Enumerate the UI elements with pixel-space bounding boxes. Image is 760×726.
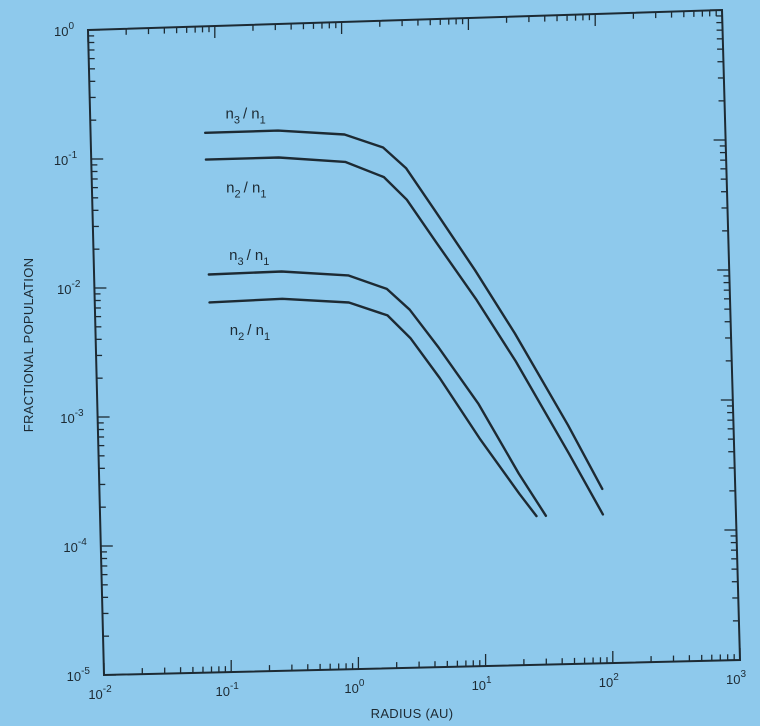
series-line-1 (204, 129, 604, 491)
y-tick-label: 10-1 (54, 150, 78, 168)
x-tick-label: 102 (599, 672, 619, 690)
series-line-3 (207, 270, 548, 517)
y-tick-label: 10-3 (60, 408, 84, 426)
x-tick-label: 100 (344, 678, 364, 696)
series-label-3: n3/ n1 (229, 247, 269, 268)
x-tick-label: 10-1 (216, 681, 240, 699)
data-series (204, 129, 605, 518)
y-tick-label: 100 (54, 21, 74, 39)
x-tick-label: 101 (472, 675, 492, 693)
series-labels: n3/ n1 n2/ n1 n3/ n1 n2/ n1 (226, 105, 271, 343)
series-label-1: n3/ n1 (226, 105, 266, 126)
axis-ticks (87, 9, 741, 676)
y-tick-label: 10-2 (57, 279, 81, 297)
axis-tick-labels: 10-2 10-1 100 101 102 103 100 10-1 10-2 10-3 10-4 1… (54, 21, 747, 702)
x-tick-label: 103 (726, 669, 746, 687)
y-axis-label: FRACTIONAL POPULATION (21, 258, 36, 433)
series-label-2: n2/ n1 (226, 179, 266, 200)
y-tick-label: 10-5 (67, 666, 91, 684)
y-tick-label: 10-4 (63, 537, 87, 555)
series-line-4 (208, 297, 538, 518)
x-tick-label: 10-2 (88, 684, 112, 702)
x-axis-label: RADIUS (AU) (371, 706, 454, 721)
series-line-2 (204, 156, 605, 516)
series-label-4: n2/ n1 (230, 322, 270, 343)
